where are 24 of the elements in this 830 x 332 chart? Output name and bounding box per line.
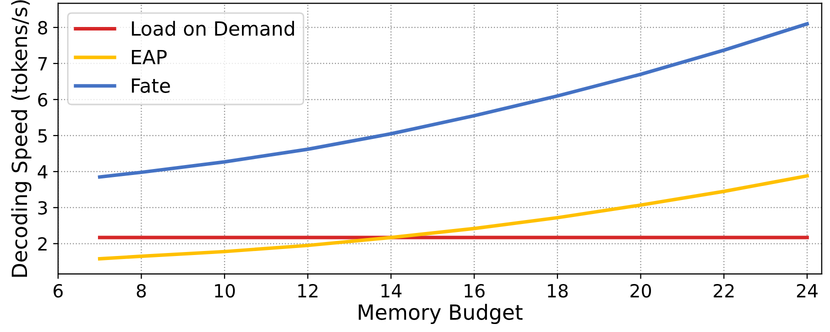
- x-axis-title: Memory Budget: [358, 304, 523, 324]
- x-tick-label: 6: [54, 284, 63, 298]
- y-tick-label: 2: [38, 237, 47, 250]
- y-tick-label: 7: [38, 57, 47, 70]
- x-tick-label: 22: [714, 284, 734, 298]
- x-tick-label: 24: [796, 284, 818, 298]
- y-tick-label: 5: [38, 129, 47, 143]
- x-tick-label: 14: [382, 284, 402, 298]
- y-tick-label: 3: [38, 201, 47, 215]
- y-tick-label: 4: [38, 165, 48, 178]
- x-tick-label: 8: [136, 284, 146, 298]
- x-tick-label: 16: [464, 284, 485, 298]
- x-tick-label: 20: [630, 284, 651, 298]
- y-axis-title: Decoding Speed (tokens/s): [11, 0, 32, 277]
- y-tick-label: 6: [38, 92, 48, 107]
- x-tick-label: 10: [215, 284, 235, 298]
- line-series: [98, 22, 809, 179]
- legend-label: Fate: [132, 78, 170, 93]
- x-tick-label: 12: [298, 284, 318, 298]
- legend-label: Load on Demand: [132, 20, 294, 36]
- x-tick-label: 18: [548, 284, 568, 298]
- line-series: [98, 174, 809, 261]
- legend-label: EAP: [132, 50, 167, 64]
- y-tick-label: 8: [38, 20, 48, 35]
